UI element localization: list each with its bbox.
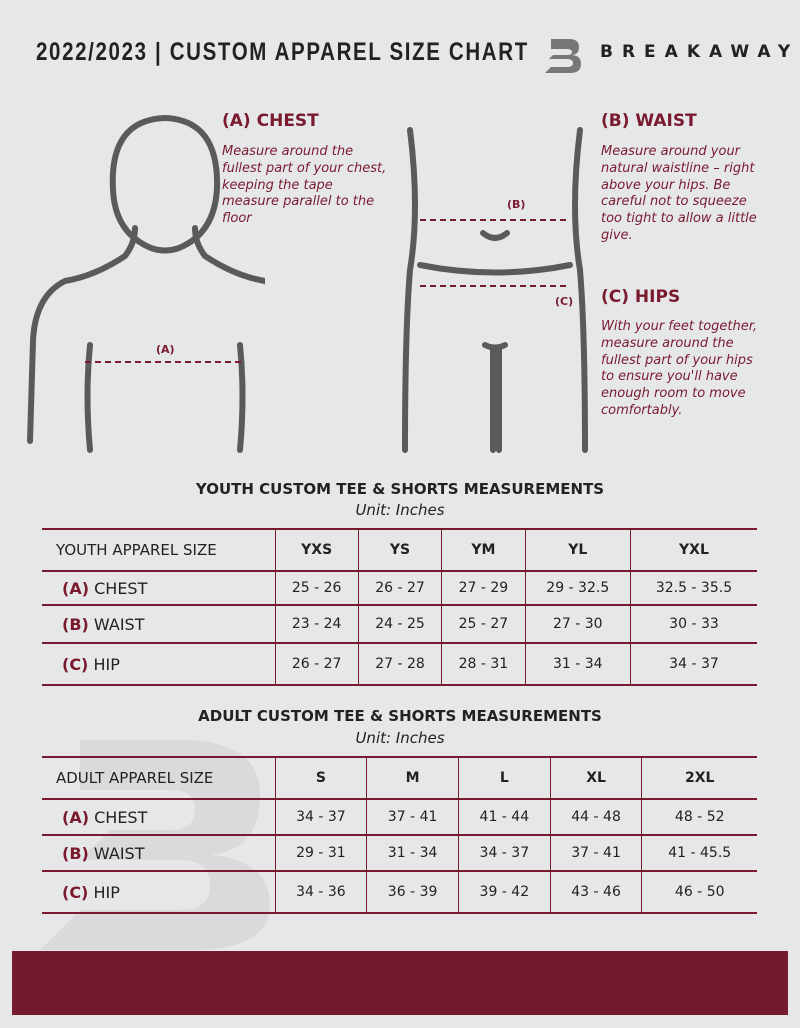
measure-code: (C) bbox=[62, 882, 89, 902]
waist-hip-measure-lines bbox=[420, 219, 570, 287]
footer-band bbox=[12, 951, 788, 1015]
size-column-header: 2XL bbox=[641, 756, 757, 800]
measure-code: (B) bbox=[62, 614, 89, 634]
measure-name: HIP bbox=[93, 882, 120, 902]
measure-label: (A) CHEST bbox=[42, 570, 275, 606]
chest-description: Measure around the fullest part of your … bbox=[222, 144, 387, 227]
measure-name: WAIST bbox=[93, 843, 145, 863]
table-header-row: ADULT APPAREL SIZE S M L XL 2XL bbox=[42, 756, 757, 800]
table-cell: 28 - 31 bbox=[441, 642, 526, 686]
size-column-header: YXS bbox=[274, 528, 359, 572]
table-cell: 26 - 27 bbox=[357, 570, 442, 606]
adult-unit: Unit: Inches bbox=[355, 729, 445, 747]
size-header: YOUTH APPAREL SIZE bbox=[42, 528, 275, 572]
measure-name: HIP bbox=[93, 654, 120, 674]
size-column-header: XL bbox=[549, 756, 642, 800]
table-cell: 34 - 36 bbox=[274, 870, 367, 914]
table-cell: 25 - 26 bbox=[274, 570, 359, 606]
table-cell: 34 - 37 bbox=[457, 834, 551, 872]
table-cell: 23 - 24 bbox=[274, 604, 359, 644]
table-cell: 31 - 34 bbox=[366, 834, 459, 872]
youth-size-table: YOUTH APPAREL SIZE YXS YS YM YL YXL (A) CHEST 2… bbox=[42, 528, 757, 686]
measure-label: (B) WAIST bbox=[42, 834, 275, 872]
size-column-header: S bbox=[274, 756, 367, 800]
table-row: (B) WAIST 23 - 24 24 - 25 25 - 27 27 - 30 30 … bbox=[42, 604, 757, 644]
table-cell: 29 - 31 bbox=[274, 834, 367, 872]
upper-body-figure bbox=[27, 114, 265, 453]
table-cell: 43 - 46 bbox=[549, 870, 642, 914]
adult-size-table: ADULT APPAREL SIZE S M L XL 2XL (A) CHEST 34 - … bbox=[42, 756, 757, 914]
table-cell: 27 - 30 bbox=[524, 604, 631, 644]
table-cell: 25 - 27 bbox=[441, 604, 526, 644]
brand-name: BREAKAWAY bbox=[600, 42, 800, 62]
measure-code: (A) bbox=[62, 578, 90, 598]
table-row: (A) CHEST 25 - 26 26 - 27 27 - 29 29 - 32.5 3… bbox=[42, 570, 757, 606]
measure-code: (C) bbox=[62, 654, 89, 674]
youth-table-title: YOUTH CUSTOM TEE & SHORTS MEASUREMENTS bbox=[195, 480, 605, 498]
size-column-header: L bbox=[457, 756, 551, 800]
size-column-header: M bbox=[366, 756, 459, 800]
hips-title: (C) HIPS bbox=[601, 287, 681, 307]
table-cell: 37 - 41 bbox=[366, 798, 459, 836]
table-row: (A) CHEST 34 - 37 37 - 41 41 - 44 44 - 48 48 … bbox=[42, 798, 757, 836]
measure-name: CHEST bbox=[94, 807, 148, 827]
table-row: (C) HIP 26 - 27 27 - 28 28 - 31 31 - 34 34 - … bbox=[42, 642, 757, 686]
table-cell: 34 - 37 bbox=[629, 642, 757, 686]
chest-title: (A) CHEST bbox=[222, 111, 319, 131]
table-cell: 46 - 50 bbox=[641, 870, 757, 914]
chest-marker: (A) bbox=[156, 343, 175, 356]
size-column-header: YL bbox=[524, 528, 631, 572]
table-cell: 29 - 32.5 bbox=[524, 570, 631, 606]
chest-measure-line bbox=[85, 361, 245, 363]
adult-table-title: ADULT CUSTOM TEE & SHORTS MEASUREMENTS bbox=[198, 707, 602, 725]
table-cell: 34 - 37 bbox=[274, 798, 367, 836]
table-row: (C) HIP 34 - 36 36 - 39 39 - 42 43 - 46 46 - … bbox=[42, 870, 757, 914]
table-cell: 27 - 28 bbox=[357, 642, 442, 686]
hip-marker: (C) bbox=[555, 295, 574, 308]
waist-description: Measure around your natural waistline – … bbox=[601, 144, 757, 243]
measure-label: (C) HIP bbox=[42, 642, 275, 686]
measure-name: WAIST bbox=[93, 614, 145, 634]
table-cell: 36 - 39 bbox=[366, 870, 459, 914]
table-cell: 44 - 48 bbox=[549, 798, 642, 836]
table-cell: 39 - 42 bbox=[457, 870, 551, 914]
table-cell: 26 - 27 bbox=[274, 642, 359, 686]
waist-marker: (B) bbox=[507, 198, 526, 211]
table-row: (B) WAIST 29 - 31 31 - 34 34 - 37 37 - 41 41 … bbox=[42, 834, 757, 872]
page-title: 2022/2023 | CUSTOM APPAREL SIZE CHART bbox=[36, 38, 529, 66]
table-cell: 41 - 45.5 bbox=[641, 834, 757, 872]
size-column-header: YS bbox=[357, 528, 442, 572]
size-column-header: YM bbox=[441, 528, 526, 572]
table-cell: 27 - 29 bbox=[441, 570, 526, 606]
waist-title: (B) WAIST bbox=[601, 111, 697, 131]
measure-label: (A) CHEST bbox=[42, 798, 275, 836]
table-cell: 32.5 - 35.5 bbox=[629, 570, 757, 606]
size-header: ADULT APPAREL SIZE bbox=[42, 756, 275, 800]
table-cell: 37 - 41 bbox=[549, 834, 642, 872]
breakaway-logo-icon bbox=[545, 39, 581, 73]
hips-description: With your feet together, measure around … bbox=[601, 319, 758, 418]
table-cell: 30 - 33 bbox=[629, 604, 757, 644]
measure-label: (B) WAIST bbox=[42, 604, 275, 644]
measure-label: (C) HIP bbox=[42, 870, 275, 914]
table-cell: 31 - 34 bbox=[524, 642, 631, 686]
measure-code: (A) bbox=[62, 807, 90, 827]
table-cell: 48 - 52 bbox=[641, 798, 757, 836]
measure-name: CHEST bbox=[94, 578, 148, 598]
table-cell: 41 - 44 bbox=[457, 798, 551, 836]
lower-body-figure bbox=[402, 127, 588, 453]
table-header-row: YOUTH APPAREL SIZE YXS YS YM YL YXL bbox=[42, 528, 757, 572]
youth-unit: Unit: Inches bbox=[355, 501, 445, 519]
measure-code: (B) bbox=[62, 843, 89, 863]
table-cell: 24 - 25 bbox=[357, 604, 442, 644]
size-column-header: YXL bbox=[629, 528, 757, 572]
